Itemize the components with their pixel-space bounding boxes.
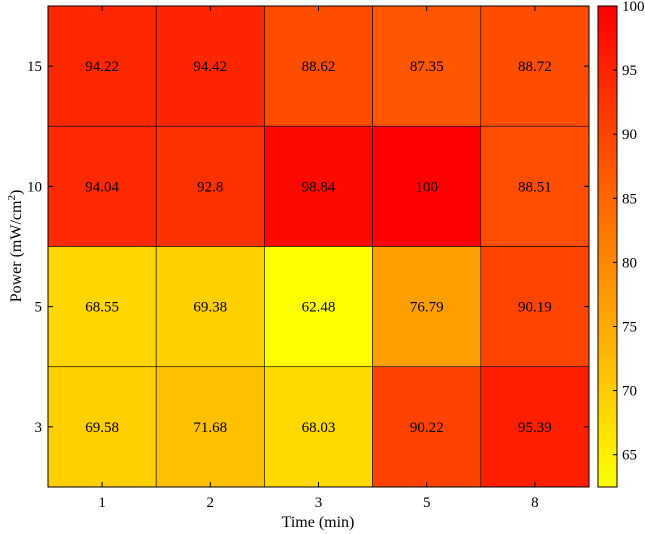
cell-value-label: 92.8: [197, 179, 223, 195]
cell-value-label: 76.79: [410, 300, 444, 316]
heatmap-cell: [264, 366, 373, 488]
heatmap-cells: 94.22 94.42 88.62 87.35 88.72 94.04 92.8 98.84 1…: [47, 5, 590, 488]
heatmap-cell: [372, 5, 482, 127]
cell-value-label: 88.51: [518, 179, 552, 195]
x-axis-label: Time (min): [282, 514, 355, 531]
heatmap-cell: [155, 5, 265, 127]
heatmap-cell: [372, 366, 482, 488]
colorbar-ticks: 65 70 75 80 85 90 95 100: [613, 0, 645, 464]
y-tick-label: 15: [27, 59, 42, 75]
x-tick-label: 3: [315, 495, 323, 511]
x-tick-label: 8: [531, 495, 539, 511]
heatmap-cell: [47, 5, 157, 127]
x-tick-label: 2: [207, 495, 215, 511]
cell-value-label: 69.38: [193, 300, 227, 316]
colorbar-tick-label: 85: [622, 191, 637, 207]
cell-value-label: 68.03: [302, 420, 336, 436]
heatmap-cell: [264, 246, 373, 368]
colorbar-tick-label: 70: [622, 384, 637, 400]
cell-value-label: 62.48: [302, 300, 336, 316]
y-axis-ticks: 15 10 5 3: [27, 59, 589, 436]
heatmap-cell: [480, 5, 590, 127]
heatmap-cell: [155, 366, 265, 488]
y-tick-label: 5: [35, 300, 43, 316]
y-tick-label: 10: [27, 179, 42, 195]
colorbar-tick-label: 80: [622, 255, 637, 271]
heatmap-cell: [155, 246, 265, 368]
cell-value-label: 94.04: [85, 179, 119, 195]
cell-value-label: 88.62: [302, 59, 336, 75]
x-tick-label: 1: [98, 495, 106, 511]
colorbar: [597, 5, 618, 488]
cell-value-label: 68.55: [85, 300, 119, 316]
colorbar-tick-label: 100: [622, 0, 645, 15]
heatmap-cell: [480, 125, 590, 247]
cell-value-label: 94.42: [193, 59, 227, 75]
cell-value-label: 100: [415, 179, 438, 195]
cell-value-label: 90.19: [518, 300, 552, 316]
heatmap-cell: [480, 366, 590, 488]
cell-value-label: 71.68: [193, 420, 227, 436]
x-tick-label: 5: [423, 495, 431, 511]
heatmap-cell: [155, 125, 265, 247]
heatmap-cell: [372, 246, 482, 368]
colorbar-tick-label: 65: [622, 448, 637, 464]
colorbar-tick-label: 95: [622, 63, 637, 79]
colorbar-tick-label: 75: [622, 319, 637, 335]
cell-value-label: 87.35: [410, 59, 444, 75]
heatmap-cell: [264, 125, 373, 247]
y-axis-label: Power (mW/cm2): [6, 190, 25, 303]
cell-value-label: 90.22: [410, 420, 444, 436]
y-tick-label: 3: [35, 420, 43, 436]
x-axis-ticks: 1 2 3 5 8: [98, 6, 539, 511]
heatmap-cell: [47, 125, 157, 247]
cell-value-label: 69.58: [85, 420, 119, 436]
heatmap-cell: [480, 246, 590, 368]
cell-value-label: 95.39: [518, 420, 552, 436]
cell-value-label: 88.72: [518, 59, 552, 75]
colorbar-tick-label: 90: [622, 127, 637, 143]
cell-value-label: 98.84: [302, 179, 336, 195]
cell-value-label: 94.22: [85, 59, 119, 75]
